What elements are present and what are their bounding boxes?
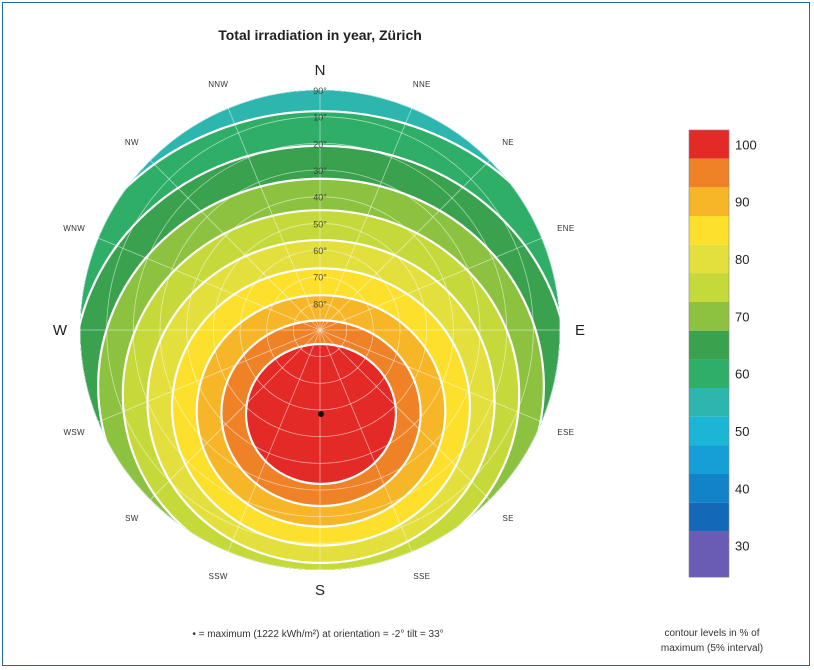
colorbar-cell-75 [689, 273, 729, 302]
colorbar-cell-60 [689, 359, 729, 388]
direction-label-sw: SW [125, 514, 139, 523]
colorbar-cell-30 [689, 531, 729, 577]
colorbar-cell-70 [689, 302, 729, 331]
direction-label-ene: ENE [557, 224, 574, 233]
altitude-label-90: 90° [313, 86, 327, 96]
direction-label-w: W [53, 322, 68, 339]
direction-label-nnw: NNW [208, 80, 228, 89]
altitude-labels: 90° 80° 70° 60° 50° 40° 30° 20° 10° [313, 86, 327, 309]
direction-label-wnw: WNW [63, 224, 85, 233]
footnote: • = maximum (1222 kWh/m²) at orientation… [192, 629, 443, 640]
altitude-label-10: 10° [313, 113, 327, 123]
colorbar-cell-95 [689, 159, 729, 188]
altitude-label-30: 30° [313, 166, 327, 176]
colorbar-cell-55 [689, 388, 729, 417]
colorbar-tick-30: 30 [735, 539, 749, 554]
colorbar-cell-100 [689, 130, 729, 159]
altitude-label-40: 40° [313, 193, 327, 203]
direction-label-ese: ESE [557, 428, 574, 437]
direction-label-ne: NE [502, 138, 514, 147]
legend-note-line2: maximum (5% interval) [661, 643, 763, 654]
colorbar-cell-80 [689, 245, 729, 274]
irradiation-disk [0, 0, 741, 651]
altitude-label-60: 60° [313, 246, 327, 256]
altitude-label-20: 20° [313, 139, 327, 149]
colorbar-tick-60: 60 [735, 367, 749, 382]
colorbar-cell-50 [689, 417, 729, 446]
colorbar-cell-45 [689, 445, 729, 474]
colorbar-tick-100: 100 [735, 137, 757, 152]
altitude-label-80: 80° [313, 299, 327, 309]
colorbar-cell-90 [689, 187, 729, 216]
altitude-label-70: 70° [313, 273, 327, 283]
colorbar-tick-80: 80 [735, 252, 749, 267]
colorbar-tick-90: 90 [735, 195, 749, 210]
direction-label-wsw: WSW [64, 428, 85, 437]
direction-label-ssw: SSW [209, 572, 228, 581]
direction-label-nw: NW [125, 138, 139, 147]
direction-label-nne: NNE [413, 80, 431, 89]
direction-label-sse: SSE [413, 572, 430, 581]
direction-label-se: SE [502, 514, 513, 523]
colorbar: 30 40 50 60 70 80 90 100 [689, 130, 757, 577]
colorbar-tick-40: 40 [735, 481, 749, 496]
chart-title: Total irradiation in year, Zürich [218, 27, 422, 43]
colorbar-cell-35 [689, 503, 729, 532]
colorbar-cell-65 [689, 331, 729, 360]
colorbar-cell-40 [689, 474, 729, 503]
altitude-label-50: 50° [313, 219, 327, 229]
direction-label-e: E [575, 322, 585, 339]
colorbar-cell-85 [689, 216, 729, 245]
colorbar-tick-70: 70 [735, 309, 749, 324]
colorbar-tick-50: 50 [735, 424, 749, 439]
legend-note-line1: contour levels in % of [664, 628, 759, 639]
direction-label-s: S [315, 582, 325, 599]
direction-label-n: N [315, 62, 326, 79]
maximum-marker [318, 411, 324, 417]
